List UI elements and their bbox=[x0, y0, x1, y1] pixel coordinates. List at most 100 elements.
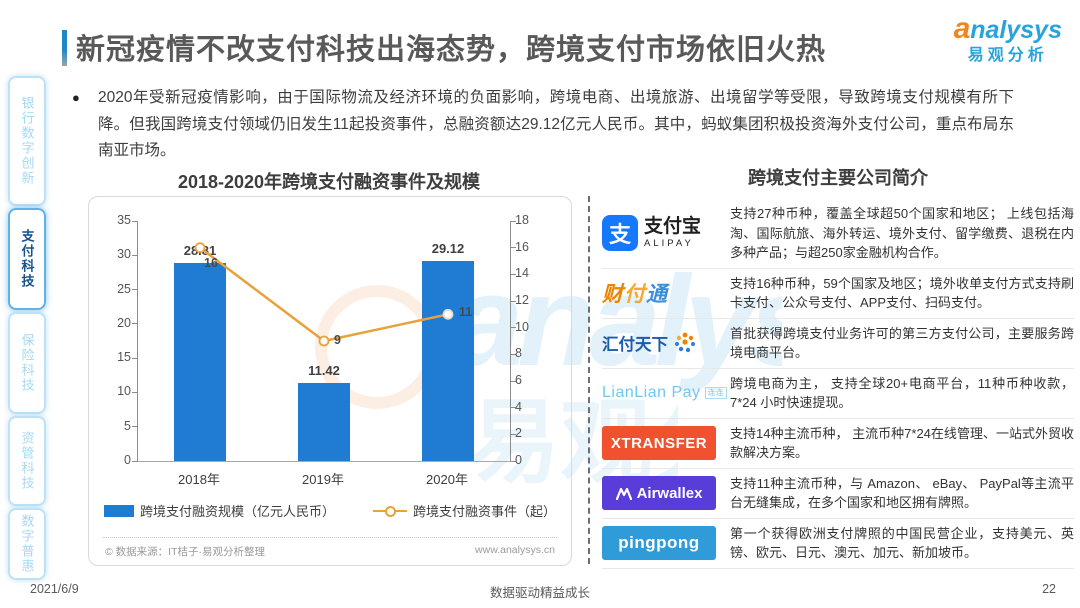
tick-mark bbox=[511, 220, 516, 222]
legend-bar-label: 跨境支付融资规模（亿元人民币） bbox=[139, 504, 335, 519]
right-axis-tick: 2 bbox=[515, 426, 522, 441]
tick-mark bbox=[511, 353, 516, 355]
line-value-label: 16 bbox=[204, 255, 218, 270]
analysys-logo-a-icon: a bbox=[953, 12, 971, 45]
analysys-logo-cn: 易观分析 bbox=[967, 47, 1048, 64]
xtransfer-logo: XTRANSFER bbox=[602, 426, 716, 460]
tick-mark bbox=[132, 426, 137, 428]
analysys-logo: analysys 易观分析 bbox=[954, 12, 1062, 65]
left-axis-tick: 25 bbox=[117, 281, 131, 296]
tenpay-logo: 财付通 bbox=[602, 283, 668, 306]
sidebar-tab-bank-digital[interactable]: 银行数字创新 bbox=[8, 76, 46, 206]
right-axis-tick: 10 bbox=[515, 319, 529, 334]
tick-mark bbox=[132, 220, 137, 222]
right-axis-tick: 16 bbox=[515, 239, 529, 254]
bar bbox=[298, 382, 350, 461]
chart-legend: 跨境支付融资规模（亿元人民币） 跨境支付融资事件（起） bbox=[89, 501, 571, 520]
left-axis-tick: 15 bbox=[117, 350, 131, 365]
huifu-logo: 汇付天下 bbox=[602, 331, 697, 355]
tick-mark bbox=[511, 460, 516, 462]
line-value-label: 11 bbox=[459, 305, 473, 320]
companies-panel: 跨境支付主要公司简介 支 支付宝 ALIPAY 支持27种币种，覆盖全球超50个… bbox=[602, 164, 1074, 569]
companies-panel-title: 跨境支付主要公司简介 bbox=[748, 168, 928, 188]
data-source-note: © 数据来源：IT桔子·易观分析整理 bbox=[105, 546, 265, 558]
company-desc: 支持11种主流币种，与 Amazon、 eBay、 PayPal等主流平台无缝集… bbox=[730, 475, 1074, 511]
company-row-huifu: 汇付天下 首批获得跨境支付业务许可的第三方支付公司，主要服务跨境电商平台。 bbox=[602, 319, 1074, 369]
tick-mark bbox=[132, 460, 137, 462]
company-row-airwallex: Airwallex 支持11种主流币种，与 Amazon、 eBay、 PayP… bbox=[602, 469, 1074, 519]
chart-footer-divider bbox=[103, 537, 557, 538]
legend-line-swatch bbox=[373, 505, 407, 517]
right-y-axis: 18 16 14 12 10 8 6 4 2 0 bbox=[515, 213, 553, 467]
right-axis-tick: 8 bbox=[515, 346, 522, 361]
company-desc: 支持16种币种，59个国家及地区；境外收单支付方式支持刷卡支付、公众号支付、AP… bbox=[730, 275, 1074, 311]
bullet-icon: ● bbox=[72, 90, 80, 105]
footer-page-number: 22 bbox=[1042, 582, 1056, 596]
sidebar-tab-digital-inclusion[interactable]: 数字普惠 bbox=[8, 508, 46, 580]
x-axis-label: 2018年 bbox=[178, 472, 220, 487]
airwallex-logo-icon bbox=[615, 487, 632, 500]
sidebar-tab-insurtech[interactable]: 保险科技 bbox=[8, 312, 46, 414]
alipay-logo: 支 支付宝 ALIPAY bbox=[602, 215, 701, 252]
sidebar-tab-asset-mgmt[interactable]: 资管科技 bbox=[8, 416, 46, 506]
tick-mark bbox=[511, 273, 516, 275]
bar bbox=[174, 263, 226, 461]
lianlian-logo: LianLian Pay 连连 bbox=[602, 384, 727, 402]
tick-mark bbox=[511, 247, 516, 249]
analysys-logo-en: analysys bbox=[953, 12, 1062, 45]
huifu-logo-icon bbox=[675, 332, 695, 353]
company-row-alipay: 支 支付宝 ALIPAY 支持27种币种，覆盖全球超50个国家和地区； 上线包括… bbox=[602, 199, 1074, 269]
page-title: 新冠疫情不改支付科技出海态势，跨境支付市场依旧火热 bbox=[76, 34, 827, 66]
title-accent-bar bbox=[62, 30, 67, 66]
company-row-lianlian: LianLian Pay 连连 跨境电商为主， 支持全球20+电商平台，11种币… bbox=[602, 369, 1074, 419]
company-desc: 第一个获得欧洲支付牌照的中国民营企业，支持美元、英镑、欧元、日元、澳元、加元、新… bbox=[730, 525, 1074, 561]
tick-mark bbox=[511, 300, 516, 302]
tick-mark bbox=[511, 433, 516, 435]
tick-mark bbox=[132, 289, 137, 291]
tick-mark bbox=[132, 323, 137, 325]
company-desc: 支持27种币种，覆盖全球超50个国家和地区； 上线包括海淘、国际航旅、海外转运、… bbox=[730, 206, 1074, 260]
tick-mark bbox=[511, 407, 516, 409]
legend-item-bar: 跨境支付融资规模（亿元人民币） bbox=[103, 501, 335, 520]
footer-date: 2021/6/9 bbox=[30, 582, 79, 596]
tick-mark bbox=[132, 357, 137, 359]
company-desc: 跨境电商为主， 支持全球20+电商平台，11种币种收款，7*24 小时快速提现。 bbox=[730, 375, 1074, 411]
right-axis-tick: 12 bbox=[515, 293, 529, 307]
footer-slogan: 数据驱动精益成长 bbox=[489, 586, 590, 600]
left-axis-tick: 35 bbox=[117, 213, 131, 227]
tick-mark bbox=[132, 391, 137, 393]
right-axis-tick: 14 bbox=[515, 266, 529, 281]
alipay-logo-icon: 支 bbox=[602, 215, 638, 252]
right-axis-tick: 18 bbox=[515, 213, 529, 227]
line-series bbox=[194, 242, 454, 347]
bar-value-label: 29.12 bbox=[431, 241, 465, 257]
tick-mark bbox=[511, 327, 516, 329]
left-axis-tick: 30 bbox=[117, 247, 131, 262]
section-divider bbox=[588, 196, 590, 564]
company-row-tenpay: 财付通 支持16种币种，59个国家及地区；境外收单支付方式支持刷卡支付、公众号支… bbox=[602, 269, 1074, 319]
tick-mark bbox=[132, 254, 137, 256]
company-desc: 首批获得跨境支付业务许可的第三方支付公司，主要服务跨境电商平台。 bbox=[730, 325, 1074, 361]
left-axis-tick: 10 bbox=[117, 384, 131, 399]
airwallex-logo: Airwallex bbox=[602, 476, 716, 510]
x-axis-labels: 2018年 2019年 2020年 bbox=[137, 469, 509, 487]
left-y-axis: 35 30 25 20 15 10 5 0 bbox=[93, 213, 131, 467]
tick-mark bbox=[511, 380, 516, 382]
sidebar-tab-payment-tech[interactable]: 支付科技 bbox=[8, 208, 46, 310]
x-axis-label: 2020年 bbox=[426, 472, 468, 487]
bar-value-label: 11.42 bbox=[308, 362, 340, 378]
left-axis-tick: 5 bbox=[124, 418, 131, 433]
legend-line-label: 跨境支付融资事件（起） bbox=[413, 504, 557, 519]
legend-bar-swatch bbox=[103, 504, 134, 517]
right-axis-tick: 0 bbox=[515, 453, 522, 467]
company-row-pingpong: pingpong 第一个获得欧洲支付牌照的中国民营企业，支持美元、英镑、欧元、日… bbox=[602, 519, 1074, 569]
source-url[interactable]: www.analysys.cn bbox=[475, 544, 555, 556]
company-row-xtransfer: XTRANSFER 支持14种主流币种， 主流币种7*24在线管理、一站式外贸收… bbox=[602, 419, 1074, 469]
line-value-label: 9 bbox=[334, 333, 341, 347]
chart-title: 2018-2020年跨境支付融资事件及规模 bbox=[177, 172, 481, 192]
left-axis-tick: 0 bbox=[124, 453, 131, 467]
right-axis-tick: 4 bbox=[515, 399, 522, 414]
